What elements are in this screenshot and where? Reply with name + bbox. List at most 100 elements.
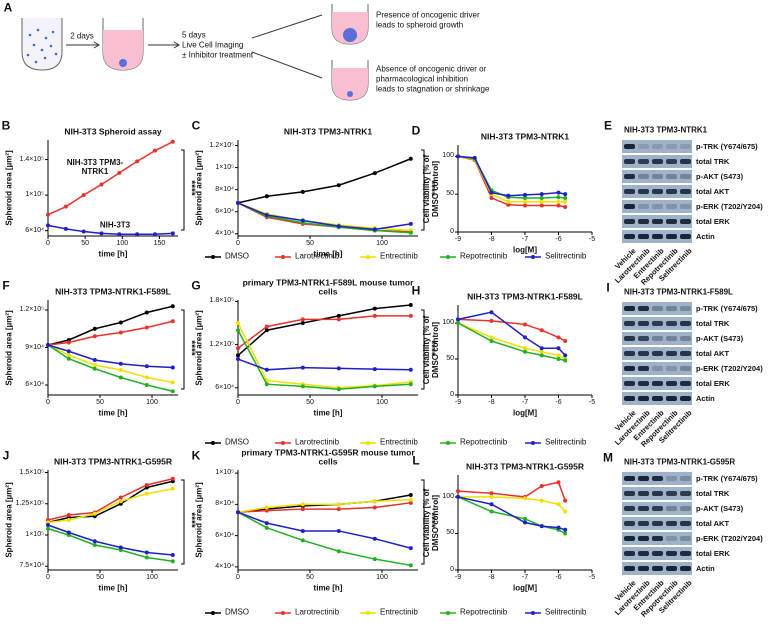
data-point	[264, 328, 269, 333]
y-tick-label: 6×10⁴	[215, 207, 234, 215]
blot-band	[624, 306, 635, 311]
data-point	[539, 192, 544, 197]
data-point	[539, 346, 544, 351]
series-line	[457, 481, 566, 501]
data-point	[408, 382, 413, 387]
blot-band	[652, 336, 663, 341]
panel-letter: B	[1, 118, 11, 133]
x-axis-label: log[M]	[513, 583, 537, 593]
panel-letter: C	[191, 118, 201, 133]
spheroid	[347, 91, 353, 97]
data-point	[506, 193, 511, 198]
y-tick-label: 100	[442, 493, 454, 501]
blot-band	[624, 234, 635, 239]
y-tick-label: 1.25×10⁵	[15, 499, 44, 507]
y-tick-label: 4×10⁴	[215, 563, 234, 571]
series-line	[237, 322, 411, 389]
x-tick-label: -8	[488, 399, 495, 407]
x-tick-label: 100	[146, 399, 158, 407]
data-point	[81, 193, 86, 198]
legend-label: DMSO	[225, 251, 249, 261]
outcome-label: Absence of oncogenic driver or	[376, 64, 487, 74]
blot-band	[638, 219, 649, 224]
step-label: 2 days	[70, 31, 94, 41]
x-tick-label: -5	[588, 236, 596, 244]
legend-swatch	[446, 441, 450, 445]
blot-row-label: total TRK	[696, 318, 730, 328]
data-point	[144, 555, 149, 560]
blot-band	[680, 536, 691, 541]
blot-row-label: Actin	[696, 231, 715, 241]
blot-band	[680, 366, 691, 371]
legend-label: Entrectinib	[380, 437, 418, 447]
data-point	[236, 353, 240, 358]
data-point	[563, 192, 568, 197]
series-line	[237, 494, 411, 513]
data-point	[523, 322, 527, 327]
y-tick-label: 6×10⁴	[25, 226, 44, 234]
series-line	[47, 141, 174, 216]
series-line	[237, 498, 411, 513]
data-point	[372, 306, 377, 311]
series-line	[237, 511, 411, 567]
blot-band	[638, 306, 649, 311]
data-point	[523, 335, 527, 340]
data-point	[300, 317, 305, 322]
data-point	[170, 304, 175, 309]
data-point	[408, 230, 413, 235]
data-point	[264, 194, 269, 199]
legend-swatch	[366, 255, 370, 259]
x-tick-label: -9	[454, 399, 462, 407]
data-point	[539, 483, 544, 488]
data-point	[472, 155, 477, 160]
data-point	[563, 199, 568, 204]
significance-bracket	[181, 479, 185, 565]
blot-strip	[622, 332, 692, 345]
blot-band	[624, 536, 635, 541]
data-point	[563, 339, 568, 343]
diagram-shapes	[21, 4, 369, 101]
data-point	[135, 232, 140, 237]
data-point	[264, 324, 269, 329]
data-point	[523, 516, 527, 521]
data-point	[170, 389, 175, 394]
data-point	[118, 375, 123, 380]
series-line	[237, 502, 411, 513]
blot-band	[666, 506, 677, 511]
data-point	[99, 231, 104, 236]
x-tick-label: -5	[588, 399, 596, 407]
blot-row-label: p-ERK (T202/Y204)	[696, 533, 763, 543]
y-axis-label: Cell viability [% of DMSO control]	[422, 488, 440, 557]
blot-row-label: total ERK	[696, 378, 730, 388]
blot-band	[680, 174, 691, 179]
blot-band	[624, 174, 635, 179]
data-point	[336, 502, 341, 507]
series-line	[47, 344, 173, 392]
chart-title: NIH-3T3 TPM3-NTRK1-F589L	[467, 291, 583, 302]
y-tick-label: 1×10⁵	[215, 469, 234, 477]
legend-label: DMSO	[225, 437, 249, 447]
x-tick-label: -9	[454, 236, 462, 244]
data-point	[99, 182, 104, 187]
data-point	[556, 346, 561, 351]
blot-row-label: p-ERK (T202/Y204)	[696, 201, 763, 211]
data-point	[556, 353, 561, 358]
series-line	[47, 344, 173, 369]
data-point	[117, 170, 122, 175]
data-point	[336, 528, 341, 533]
chart-title: NIH-3T3 TPM3-NTRK1-G595R	[465, 461, 585, 472]
legend-label: Larotrectinib	[295, 437, 340, 447]
blot-band	[638, 566, 649, 571]
blot-band	[666, 366, 677, 371]
blot-title: NIH-3T3 TPM3-NTRK1-F589L	[624, 287, 733, 297]
blot-band	[652, 396, 663, 401]
x-tick-label: 50	[81, 240, 90, 248]
legend-swatch	[531, 611, 535, 615]
x-tick-label: 0	[46, 399, 50, 407]
y-tick-label: 50	[446, 529, 454, 537]
arrow	[251, 51, 323, 79]
x-tick-label: 100	[376, 240, 388, 248]
series-line	[47, 320, 173, 346]
blot-band	[624, 159, 635, 164]
